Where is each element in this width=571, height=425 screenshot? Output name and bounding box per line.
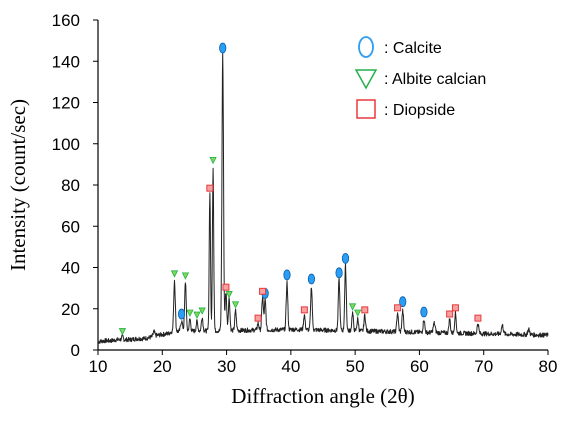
diopside-marker	[394, 304, 402, 312]
diopside-marker	[451, 304, 459, 312]
diopside-marker	[446, 310, 454, 318]
albite-calcian-marker	[193, 311, 201, 319]
y-axis-title: Intensity (count/sec)	[6, 99, 30, 271]
x-axis-title: Diffraction angle (2θ)	[231, 384, 414, 408]
legend-diopside-symbol	[356, 99, 376, 119]
calcite-marker	[335, 267, 343, 279]
diopside-marker	[361, 306, 369, 314]
y-tick-label: 100	[52, 135, 80, 154]
albite-calcian-marker	[231, 301, 240, 309]
calcite-marker	[420, 306, 428, 318]
diffraction-trace	[97, 52, 549, 344]
diopside-marker	[300, 306, 308, 314]
albite-calcian-marker	[186, 309, 194, 317]
albite-calcian-marker	[198, 307, 206, 315]
x-tick-label: 50	[346, 357, 365, 376]
x-tick-label: 20	[153, 357, 172, 376]
albite-calcian-marker	[181, 272, 190, 280]
y-tick-label: 40	[61, 259, 80, 278]
albite-calcian-marker	[348, 303, 357, 311]
calcite-marker	[341, 252, 350, 264]
x-tick-label: 40	[281, 357, 300, 376]
calcite-marker	[399, 296, 407, 308]
y-tick-label: 160	[52, 11, 80, 30]
diffraction-series-line	[97, 52, 549, 344]
y-tick-label: 20	[61, 300, 80, 319]
legend-diopside-label: : Diopside	[384, 102, 455, 119]
x-tick-label: 70	[474, 357, 493, 376]
legend-albite-calcian-label: : Albite calcian	[384, 71, 486, 88]
diopside-marker	[254, 314, 262, 322]
calcite-marker	[219, 42, 227, 54]
albite-calcian-marker	[118, 328, 127, 336]
x-tick-label: 30	[217, 357, 236, 376]
x-tick-label: 80	[539, 357, 558, 376]
y-tick-label: 80	[61, 176, 80, 195]
calcite-marker	[177, 308, 186, 320]
y-tick-label: 60	[61, 217, 80, 236]
diopside-marker	[222, 283, 230, 291]
legend-calcite-label: : Calcite	[384, 40, 442, 57]
y-tick-label: 0	[71, 341, 80, 360]
x-tick-label: 60	[410, 357, 429, 376]
legend-calcite-symbol	[358, 36, 374, 58]
diopside-marker	[259, 287, 267, 295]
diopside-marker	[474, 314, 482, 322]
phase-markers	[118, 42, 482, 336]
albite-calcian-marker	[170, 270, 179, 278]
x-tick-label: 10	[89, 357, 108, 376]
legend-albite-calcian-symbol	[354, 69, 378, 90]
y-tick-label: 120	[52, 94, 80, 113]
calcite-marker	[307, 273, 316, 285]
axes: 10 20 30 40 50 60 70 80 0 20 40 60 80 100 120 140 160	[52, 11, 558, 376]
albite-calcian-marker	[354, 309, 362, 317]
calcite-marker	[283, 269, 291, 281]
legend: : Calcite : Albite calcian : Diopside	[354, 36, 486, 119]
albite-calcian-marker	[225, 291, 233, 299]
diopside-marker	[206, 184, 214, 192]
y-tick-label: 140	[52, 52, 80, 71]
albite-calcian-marker	[209, 156, 217, 165]
